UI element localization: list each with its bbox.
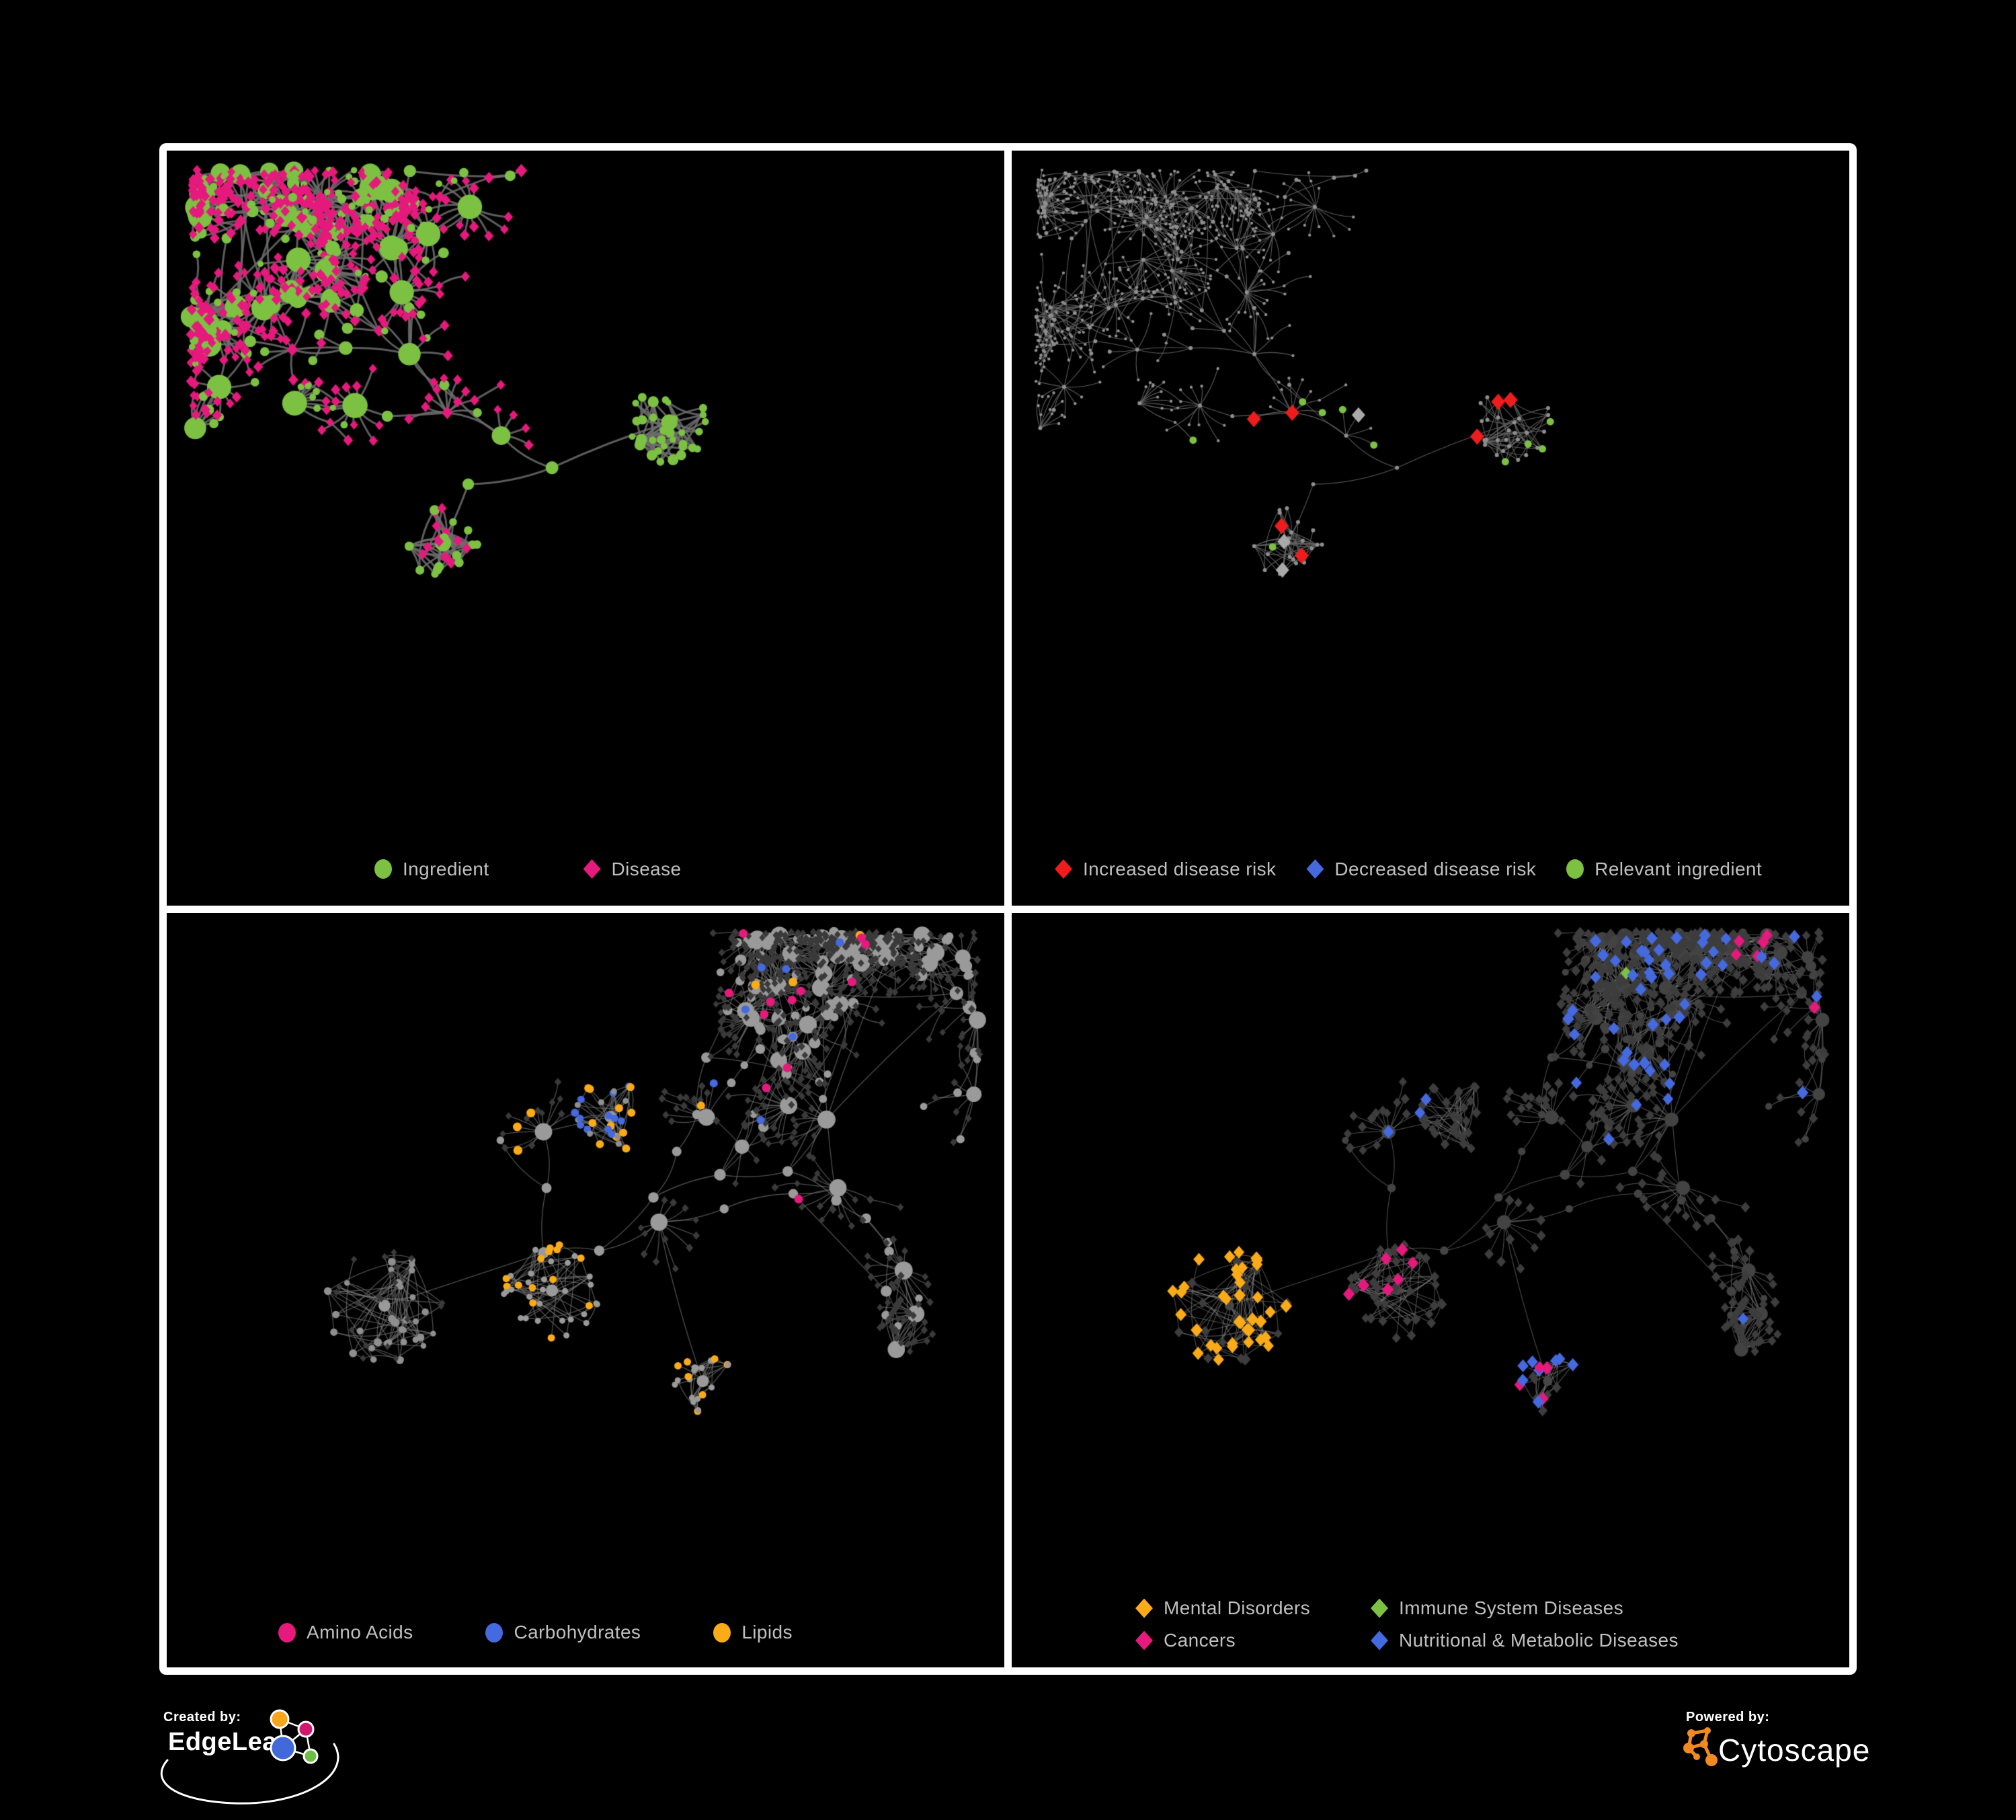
cytoscape-logo bbox=[1683, 1727, 1718, 1766]
increased-risk-diamond-icon bbox=[1055, 859, 1072, 879]
legend-item: Decreased disease risk bbox=[1306, 859, 1536, 880]
panel-disease-risk: Increased disease risk Decreased disease… bbox=[1012, 151, 1849, 906]
legend-item: Carbohydrates bbox=[485, 1622, 641, 1643]
cytoscape-brand: Cytoscape bbox=[1718, 1733, 1871, 1768]
legend-item: Increased disease risk bbox=[1055, 859, 1276, 880]
disease-class-network-canvas bbox=[1012, 912, 1849, 1667]
legend-label: Immune System Diseases bbox=[1399, 1597, 1624, 1618]
legend-item: Disease bbox=[583, 859, 682, 880]
edgeleap-green-node-icon bbox=[303, 1748, 319, 1764]
ingredient-disease-network-canvas bbox=[167, 151, 1004, 906]
legend-disease-classes: Mental Disorders Immune System Diseases … bbox=[1135, 1597, 1679, 1651]
disease-diamond-icon bbox=[583, 859, 601, 879]
panel-ingredient-disease: Ingredient Disease bbox=[167, 151, 1004, 906]
nutrient-class-network-canvas bbox=[167, 912, 1004, 1667]
legend-item: Ingredient bbox=[374, 859, 489, 880]
edgeleap-orange-node-icon bbox=[270, 1709, 290, 1729]
decreased-risk-diamond-icon bbox=[1306, 859, 1324, 879]
legend-label: Mental Disorders bbox=[1164, 1597, 1311, 1618]
legend-item: Relevant ingredient bbox=[1566, 859, 1762, 880]
cancers-diamond-icon bbox=[1135, 1630, 1153, 1651]
immune-diseases-diamond-icon bbox=[1371, 1598, 1389, 1618]
legend-label: Carbohydrates bbox=[514, 1622, 641, 1643]
legend-item: Immune System Diseases bbox=[1371, 1597, 1679, 1619]
legend-label: Lipids bbox=[741, 1622, 793, 1643]
legend-label: Decreased disease risk bbox=[1334, 858, 1537, 879]
legend-item: Mental Disorders bbox=[1135, 1597, 1310, 1619]
legend-item: Cancers bbox=[1135, 1630, 1310, 1651]
legend-label: Relevant ingredient bbox=[1595, 858, 1763, 879]
legend-label: Increased disease risk bbox=[1083, 858, 1277, 879]
legend-item: Amino Acids bbox=[278, 1622, 413, 1643]
legend-label: Nutritional & Metabolic Diseases bbox=[1399, 1630, 1679, 1651]
edgeleap-pink-node-icon bbox=[297, 1720, 315, 1738]
mental-disorders-diamond-icon bbox=[1135, 1598, 1153, 1618]
edgeleap-blue-node-icon bbox=[270, 1735, 296, 1762]
legend-label: Ingredient bbox=[403, 858, 489, 879]
panel-disease-classes: Mental Disorders Immune System Diseases … bbox=[1012, 912, 1849, 1667]
legend-nutrient-classes: Amino Acids Carbohydrates Lipids bbox=[278, 1622, 793, 1643]
legend-ingredient-disease: Ingredient Disease bbox=[374, 859, 682, 880]
created-by-label: Created by: bbox=[163, 1710, 241, 1725]
metabolic-diseases-diamond-icon bbox=[1371, 1630, 1389, 1651]
powered-by-label: Powered by: bbox=[1686, 1710, 1770, 1725]
legend-label: Disease bbox=[611, 858, 682, 879]
lipids-circle-icon bbox=[713, 1622, 731, 1643]
relevant-ingredient-circle-icon bbox=[1566, 859, 1584, 879]
panels-grid: Ingredient Disease Increased disease ris… bbox=[159, 143, 1857, 1675]
amino-acids-circle-icon bbox=[278, 1622, 296, 1643]
legend-label: Cancers bbox=[1164, 1630, 1236, 1651]
carbohydrates-circle-icon bbox=[485, 1622, 503, 1643]
disease-risk-network-canvas bbox=[1012, 151, 1849, 906]
panel-nutrient-classes: Amino Acids Carbohydrates Lipids bbox=[167, 912, 1004, 1667]
edgeleap-logo bbox=[160, 1709, 339, 1805]
ingredient-circle-icon bbox=[374, 859, 392, 879]
legend-label: Amino Acids bbox=[307, 1622, 413, 1643]
legend-item: Lipids bbox=[713, 1622, 793, 1643]
legend-disease-risk: Increased disease risk Decreased disease… bbox=[1055, 859, 1762, 880]
legend-item: Nutritional & Metabolic Diseases bbox=[1371, 1630, 1679, 1651]
